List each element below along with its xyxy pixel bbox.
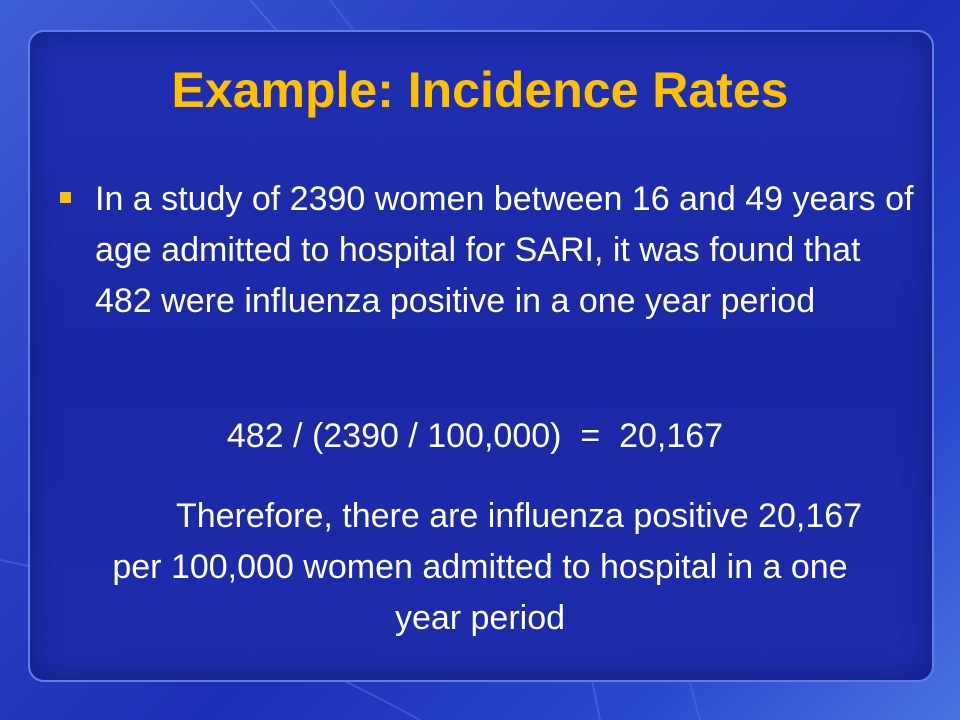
bullet-text: In a study of 2390 women between 16 and …	[95, 180, 914, 320]
square-bullet-icon	[60, 192, 71, 203]
slide-title: Example: Incidence Rates	[171, 62, 789, 118]
conclusion-text: Therefore, there are influenza positive …	[112, 497, 863, 637]
content-panel	[28, 30, 934, 682]
formula-text: 482 / (2390 / 100,000) = 20,167	[226, 417, 724, 455]
